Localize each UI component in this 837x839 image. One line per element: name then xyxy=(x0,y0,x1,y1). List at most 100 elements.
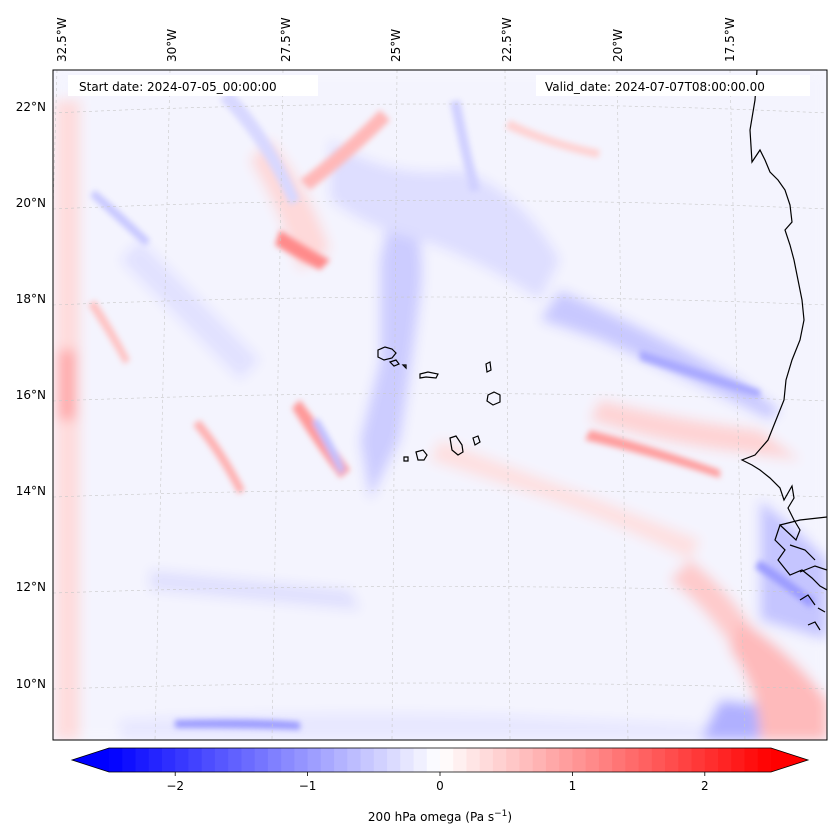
map-panel: Start date: 2024-07-05_00:00:00 Valid_da… xyxy=(52,69,828,741)
colorbar-step xyxy=(440,748,454,772)
colorbar-step xyxy=(347,748,362,772)
bijagos-coast xyxy=(779,516,827,573)
lat-label: 22°N xyxy=(16,100,46,114)
colorbar-steps xyxy=(109,748,772,772)
colorbar-step xyxy=(148,748,163,772)
island-santo-antao xyxy=(377,346,397,361)
colorbar-label-close: ) xyxy=(507,810,512,824)
colorbar-step xyxy=(744,748,759,772)
coastlines xyxy=(377,70,827,631)
longitude-labels: 32.5°W 30°W 27.5°W 25°W 22.5°W 20°W 17.5… xyxy=(55,17,737,62)
gridline-lat xyxy=(53,393,827,402)
colorbar-label: 200 hPa omega (Pa s−1) xyxy=(368,809,512,824)
lon-label: 32.5°W xyxy=(55,17,69,62)
valid-date-box xyxy=(536,75,810,96)
colorbar-ticks: −2 −1 0 1 2 xyxy=(166,772,709,793)
lat-label: 18°N xyxy=(16,292,46,306)
colorbar-label-exponent: −1 xyxy=(494,809,507,819)
colorbar-tick-label: −2 xyxy=(166,779,184,793)
gridline-lon xyxy=(271,70,284,740)
colorbar-step xyxy=(731,748,746,772)
colorbar-step xyxy=(426,748,441,772)
colorbar-step xyxy=(545,748,560,772)
omega-field xyxy=(53,70,827,740)
colorbar: −2 −1 0 1 2 200 hPa omega (Pa s−1) xyxy=(70,747,810,824)
lon-label: 17.5°W xyxy=(723,17,737,62)
colorbar-tick-label: 0 xyxy=(436,779,444,793)
colorbar-step xyxy=(400,748,415,772)
gridline-lat xyxy=(53,489,827,498)
island-brava xyxy=(403,456,409,462)
lat-label: 20°N xyxy=(16,196,46,210)
colorbar-step xyxy=(612,748,626,772)
colorbar-step xyxy=(228,748,242,772)
colorbar-outline xyxy=(70,747,810,773)
island-maio xyxy=(472,435,481,446)
island-fogo xyxy=(415,449,428,461)
west-africa-coastline xyxy=(740,70,827,591)
lat-label: 14°N xyxy=(16,484,46,498)
colorbar-step xyxy=(453,748,468,772)
lon-label: 22.5°W xyxy=(500,17,514,62)
gridline-lon xyxy=(504,70,511,740)
colorbar-step xyxy=(651,748,666,772)
colorbar-step xyxy=(625,748,640,772)
lat-label: 16°N xyxy=(16,388,46,402)
colorbar-step xyxy=(307,748,322,772)
colorbar-step xyxy=(188,748,203,772)
colorbar-tick-label: 2 xyxy=(701,779,709,793)
colorbar-step xyxy=(532,748,547,772)
colorbar-step xyxy=(572,748,587,772)
island-boa-vista xyxy=(486,391,501,406)
colorbar-step xyxy=(691,748,706,772)
colorbar-step xyxy=(254,748,269,772)
colorbar-step xyxy=(360,748,375,772)
colorbar-step xyxy=(479,748,494,772)
lat-label: 12°N xyxy=(16,580,46,594)
colorbar-step xyxy=(757,748,772,772)
colorbar-step xyxy=(122,748,137,772)
colorbar-step xyxy=(506,748,521,772)
colorbar-step xyxy=(665,748,679,772)
lon-label: 27.5°W xyxy=(279,17,293,62)
gridline-lon xyxy=(154,70,171,740)
coast-islands xyxy=(799,594,826,631)
gridline-lon xyxy=(616,70,629,740)
valid-date-label: Valid_date: 2024-07-07T08:00:00.00 xyxy=(545,80,765,94)
colorbar-step xyxy=(135,748,150,772)
colorbar-step xyxy=(598,748,613,772)
colorbar-step xyxy=(678,748,693,772)
colorbar-step xyxy=(161,748,176,772)
colorbar-step xyxy=(334,748,348,772)
colorbar-step xyxy=(214,748,229,772)
island-sal xyxy=(485,361,492,373)
colorbar-step xyxy=(281,748,295,772)
colorbar-step xyxy=(559,748,573,772)
colorbar-step xyxy=(492,748,507,772)
colorbar-tick-label: 1 xyxy=(569,779,577,793)
gridline-lon xyxy=(729,70,746,740)
colorbar-extend-high xyxy=(771,748,808,772)
colorbar-label-text: 200 hPa omega (Pa s xyxy=(368,810,494,824)
island-sao-vicente xyxy=(388,359,400,367)
colorbar-step xyxy=(267,748,282,772)
lon-label: 30°W xyxy=(165,29,179,62)
gridline-lat xyxy=(53,682,827,690)
colorbar-tick-label: −1 xyxy=(299,779,317,793)
colorbar-step xyxy=(241,748,256,772)
start-date-label: Start date: 2024-07-05_00:00:00 xyxy=(79,80,277,94)
start-date-box xyxy=(68,75,318,96)
colorbar-step xyxy=(704,748,719,772)
gridline-lat xyxy=(53,296,827,306)
colorbar-step xyxy=(373,748,388,772)
gridline-lat xyxy=(53,200,827,210)
lon-label: 25°W xyxy=(389,29,403,62)
island-sao-nicolau xyxy=(419,371,439,379)
colorbar-step xyxy=(718,748,732,772)
colorbar-step xyxy=(175,748,190,772)
map-frame xyxy=(52,69,828,741)
latitude-labels: 22°N 20°N 18°N 16°N 14°N 12°N 10°N xyxy=(16,100,46,691)
colorbar-step xyxy=(109,748,123,772)
colorbar-step xyxy=(585,748,600,772)
